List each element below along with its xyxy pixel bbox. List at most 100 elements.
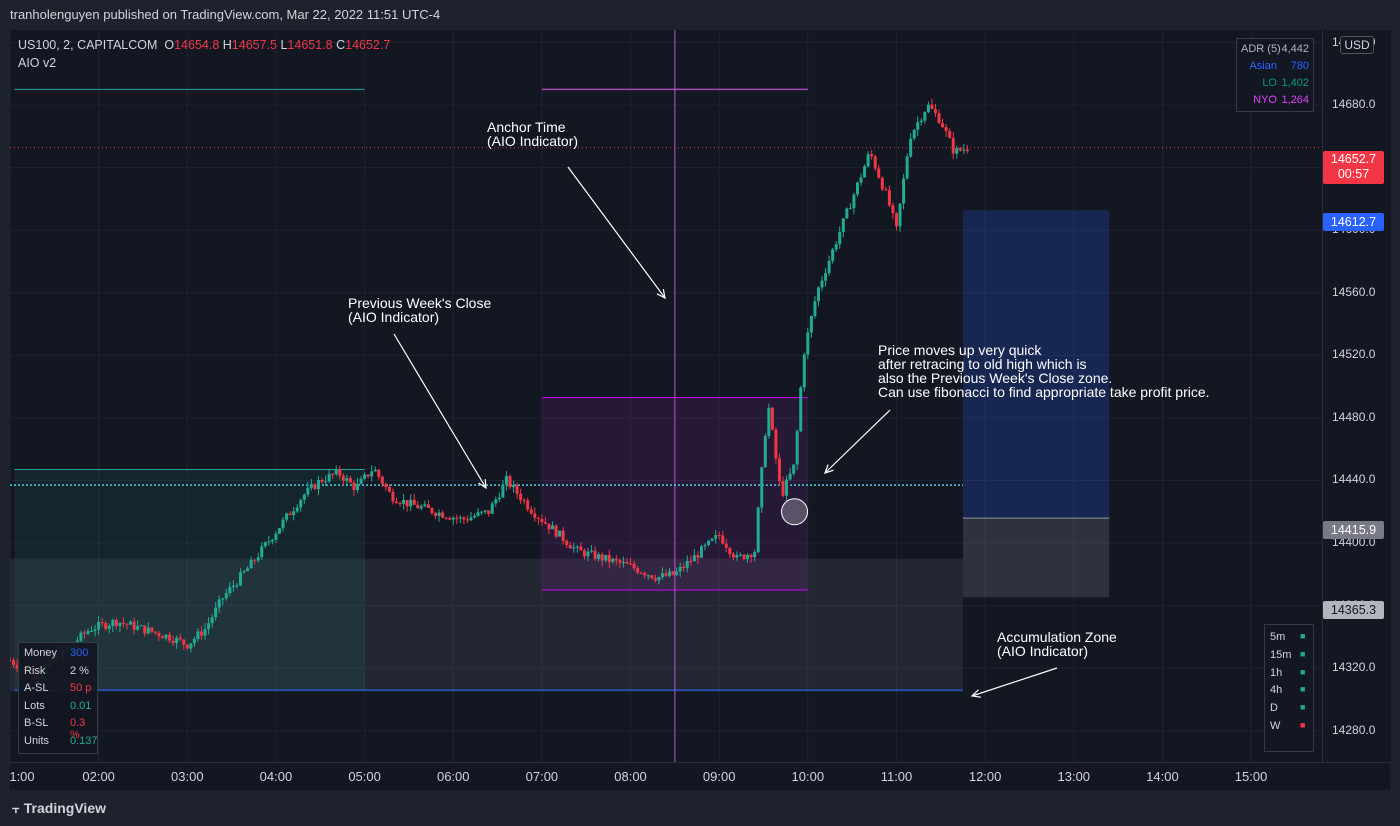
trend-dot-icon: ■ (1300, 666, 1306, 677)
candle-body-149 (536, 517, 540, 519)
candle-body-131 (473, 515, 477, 518)
candle-body-249 (891, 205, 895, 214)
candle-body-229 (820, 280, 824, 288)
candle-body-239 (855, 182, 859, 195)
candle-body-40 (150, 627, 154, 632)
candle-body-33 (125, 623, 129, 625)
low-value: 14651.8 (287, 38, 333, 52)
candle-body-250 (894, 213, 898, 227)
candle-body-39 (146, 627, 150, 634)
symbol-name[interactable]: US100, 2, CAPITALCOM (18, 38, 158, 52)
candle-body-186 (668, 571, 672, 576)
candle-body-20 (79, 632, 83, 641)
candle-body-158 (568, 545, 572, 549)
adr-label: Asian (1249, 60, 1277, 72)
currency-button[interactable]: USD (1340, 36, 1374, 54)
candle-body-185 (664, 573, 668, 576)
candle-body-156 (561, 530, 565, 541)
candle-body-116 (419, 506, 423, 509)
candle-body-236 (845, 208, 849, 219)
time-tick-7: 08:00 (614, 769, 647, 784)
timeframe-trend-table: 5m ■ 15m ■ 1h ■ 4h ■ D ■ W ■ (1264, 624, 1314, 752)
candle-body-219 (785, 479, 789, 496)
time-tick-9: 10:00 (791, 769, 825, 784)
candle-body-138 (497, 497, 501, 500)
candle-body-66 (242, 571, 246, 573)
price-tick-5: 14480.0 (1332, 409, 1376, 424)
indicator-name[interactable]: AIO v2 (18, 56, 57, 70)
candle-body-123 (444, 517, 448, 519)
time-tick-12: 13:00 (1057, 769, 1091, 784)
candle-body-105 (380, 476, 384, 484)
tv-logo-icon: ⫟ (12, 801, 20, 816)
candle-body-98 (356, 483, 360, 491)
candle-body-54 (199, 631, 203, 636)
candle-body-265 (948, 131, 952, 139)
publish-text: tranholenguyen published on TradingView.… (10, 7, 441, 22)
calc-row-4: B-SL 0.3 % (24, 717, 96, 741)
candle-body-137 (494, 499, 498, 504)
candle-body-110 (398, 503, 402, 505)
candle-body-187 (671, 571, 675, 575)
target-zone (962, 210, 1110, 519)
candle-body-86 (313, 484, 317, 490)
symbol-legend: US100, 2, CAPITALCOM O14654.8 H14657.5 L… (18, 36, 390, 72)
candle-body-192 (689, 560, 693, 562)
price-moves-annotation: Price moves up very quick after retracin… (878, 342, 1210, 400)
candle-body-174 (625, 562, 629, 564)
candle-body-75 (274, 533, 278, 540)
candle-body-136 (490, 503, 494, 514)
calc-label: B-SL (24, 717, 49, 729)
candle-body-184 (660, 573, 664, 578)
trend-dot-icon: ■ (1300, 631, 1306, 641)
accumulation-annotation: Accumulation Zone (AIO Indicator) (997, 629, 1117, 659)
adr-label: LO (1262, 77, 1277, 89)
candle-body-132 (476, 512, 480, 516)
timeframe-row-5: W ■ (1270, 720, 1312, 732)
timeframe-label: 5m (1270, 631, 1286, 643)
candle-body-52 (192, 639, 196, 644)
candle-body-106 (384, 483, 388, 488)
candle-body-194 (696, 555, 700, 558)
candle-body-160 (575, 546, 579, 548)
candle-body-113 (409, 499, 413, 507)
candle-body-143 (515, 484, 519, 494)
calc-row-3: Lots 0.01 (24, 700, 96, 712)
candle-body-95 (345, 478, 349, 481)
candle-body-181 (650, 575, 654, 579)
calc-value: 0.01 (70, 699, 92, 712)
candle-body-162 (582, 550, 586, 557)
candle-body-48 (178, 637, 182, 640)
chart-pane[interactable]: US100, 2, CAPITALCOM O14654.8 H14657.5 L… (10, 30, 1322, 762)
candle-body-201 (721, 535, 725, 544)
candle-body-255 (912, 129, 916, 139)
tradingview-logo[interactable]: ⫟ TradingView (12, 800, 106, 817)
candle-body-124 (448, 518, 452, 520)
candle-body-204 (731, 553, 735, 558)
candle-body-176 (632, 563, 636, 569)
candle-body-243 (870, 154, 874, 157)
candle-body-29 (111, 620, 115, 626)
calc-row-1: Risk 2 % (24, 665, 96, 677)
candle-body-155 (558, 530, 562, 537)
time-axis[interactable]: 1:00 02:00 03:00 04:00 05:00 06:00 07:00 08:00 0… (9, 762, 1390, 791)
price-axis[interactable]: 14280.014320.014360.014400.014440.014480… (1322, 30, 1391, 762)
time-tick-10: 11:00 (880, 769, 913, 784)
candle-body-85 (309, 484, 313, 488)
candle-body-153 (551, 525, 555, 530)
candle-body-126 (455, 517, 459, 519)
timeframe-row-3: 4h ■ (1270, 684, 1312, 696)
trend-dot-icon: ■ (1300, 702, 1306, 713)
candle-body-178 (639, 572, 643, 574)
price-moves-arrow-head (824, 464, 834, 474)
calc-value: 0.3 % (70, 717, 86, 741)
trend-dot-icon: ■ (1300, 648, 1306, 659)
candle-body-55 (203, 629, 207, 636)
price-tick-0: 14280.0 (1332, 722, 1376, 737)
candle-body-193 (692, 555, 696, 562)
candle-body-107 (387, 487, 391, 492)
candle-body-142 (512, 484, 516, 488)
candle-body-67 (246, 568, 250, 572)
chart-canvas[interactable] (10, 30, 1322, 762)
candle-body-170 (611, 558, 615, 562)
